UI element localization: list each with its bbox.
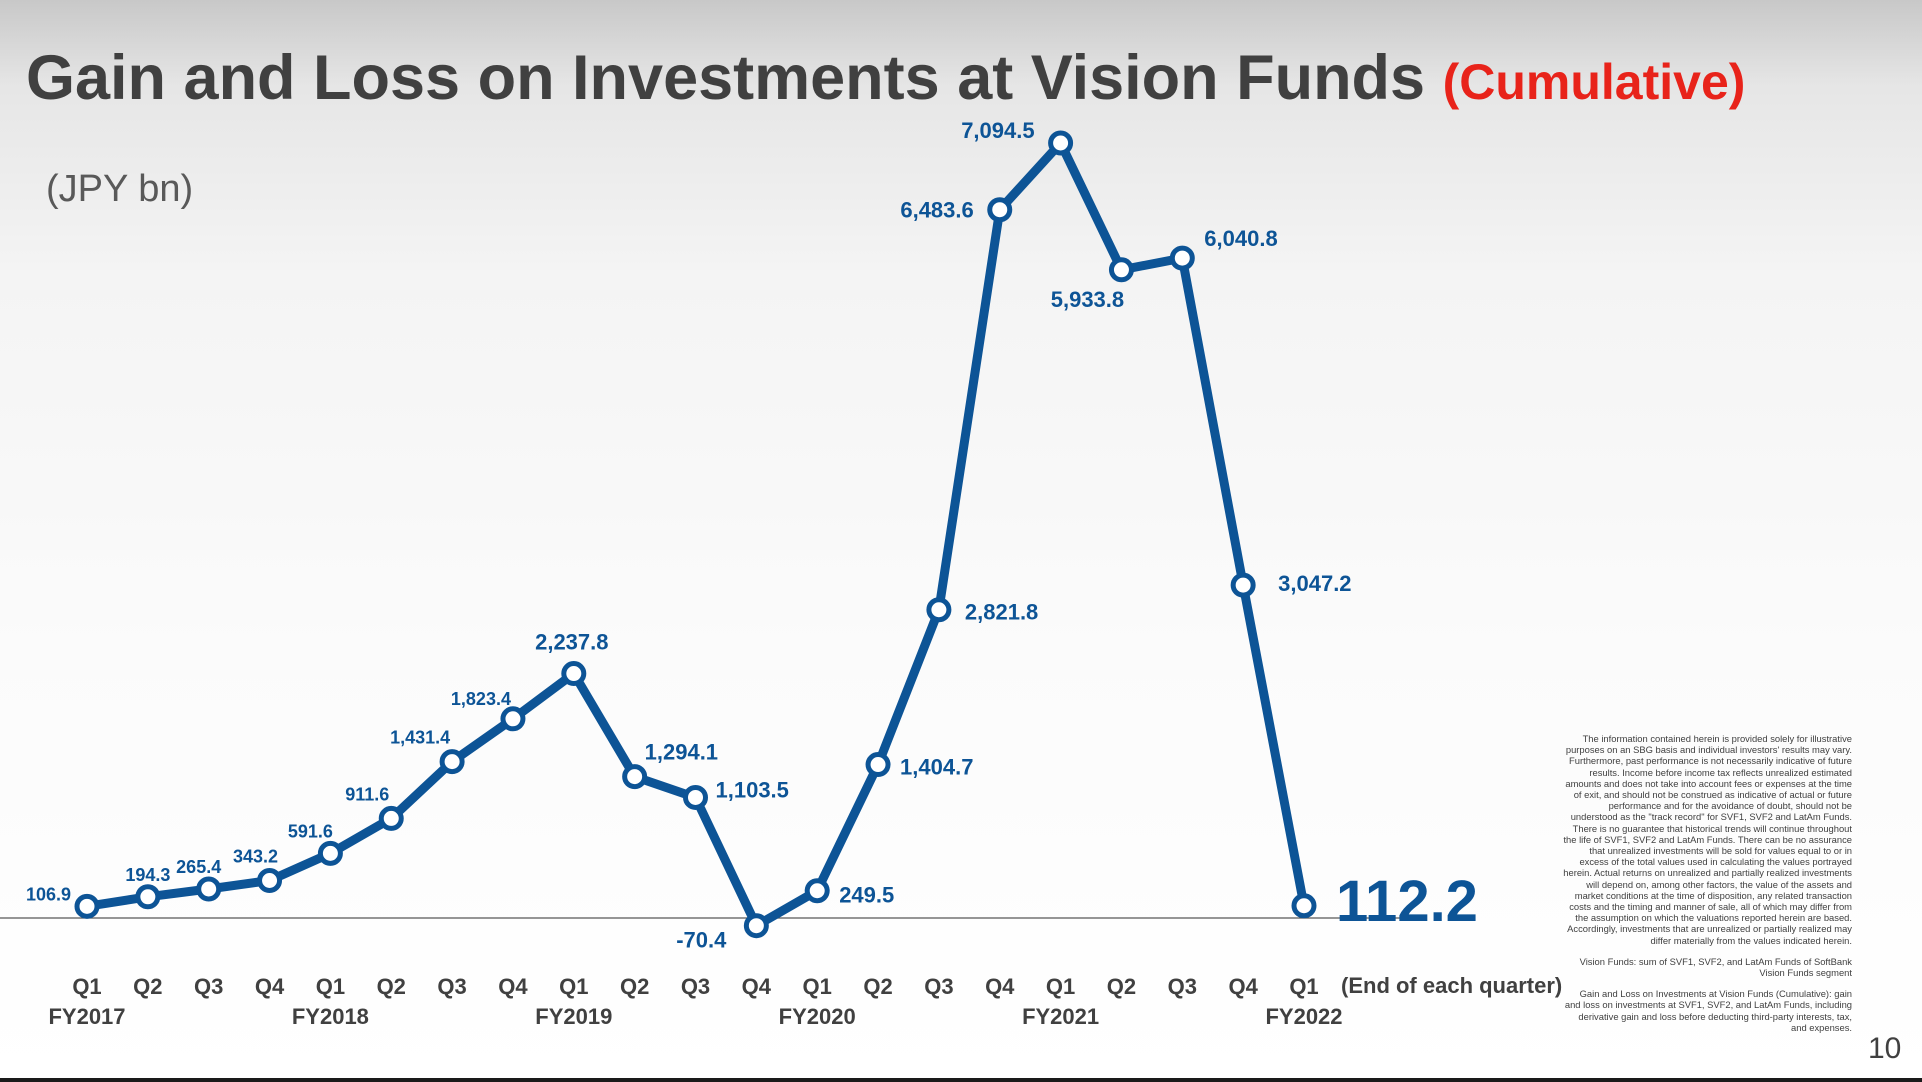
data-label: 911.6 bbox=[345, 784, 389, 804]
x-tick-label: Q1 bbox=[316, 974, 345, 999]
title-suffix: (Cumulative) bbox=[1442, 54, 1746, 110]
fiscal-year-label: FY2020 bbox=[779, 1004, 856, 1029]
data-label: 7,094.5 bbox=[961, 118, 1034, 143]
data-point bbox=[317, 840, 343, 866]
x-tick-label: Q3 bbox=[437, 974, 466, 999]
data-label: 1,431.4 bbox=[390, 728, 450, 748]
data-point bbox=[683, 784, 708, 810]
x-tick-label: Q3 bbox=[924, 974, 953, 999]
disclaimer-paragraph: The information contained herein is prov… bbox=[1563, 733, 1852, 946]
disclaimer-paragraph: Gain and Loss on Investments at Vision F… bbox=[1564, 988, 1852, 1033]
x-axis-note: (End of each quarter) bbox=[1341, 973, 1562, 998]
x-tick-label: Q4 bbox=[498, 974, 528, 999]
data-point bbox=[378, 805, 404, 831]
x-tick-label: Q3 bbox=[681, 974, 710, 999]
x-tick-label: Q2 bbox=[377, 974, 406, 999]
data-label: -70.4 bbox=[676, 928, 727, 953]
data-label: 265.4 bbox=[176, 857, 221, 877]
data-label: 194.3 bbox=[125, 865, 170, 885]
data-label: 2,237.8 bbox=[535, 630, 608, 655]
x-tick-label: Q1 bbox=[1046, 974, 1075, 999]
fiscal-year-label: FY2021 bbox=[1022, 1004, 1099, 1029]
data-point bbox=[987, 197, 1013, 223]
x-tick-label: Q4 bbox=[985, 974, 1015, 999]
data-point bbox=[622, 764, 648, 790]
data-point bbox=[196, 876, 222, 902]
data-label: 1,823.4 bbox=[451, 689, 511, 709]
data-point bbox=[1108, 257, 1134, 283]
x-tick-label: Q1 bbox=[559, 974, 588, 999]
page-number: 10 bbox=[1868, 1032, 1902, 1065]
bottom-divider bbox=[0, 1078, 1922, 1082]
data-label: 2,821.8 bbox=[965, 600, 1038, 625]
data-point bbox=[74, 893, 100, 919]
data-label: 1,103.5 bbox=[716, 777, 789, 802]
data-point bbox=[439, 749, 465, 775]
x-tick-label: Q1 bbox=[72, 974, 101, 999]
data-label: 3,047.2 bbox=[1278, 571, 1351, 596]
data-label: 112.2 bbox=[1336, 869, 1478, 934]
x-tick-label: Q3 bbox=[194, 974, 223, 999]
data-label: 5,933.8 bbox=[1051, 287, 1124, 312]
data-label: 6,483.6 bbox=[900, 198, 973, 223]
title-main: Gain and Loss on Investments at Vision F… bbox=[26, 43, 1426, 113]
data-point bbox=[1291, 893, 1317, 919]
data-point bbox=[1048, 130, 1074, 156]
x-tick-label: Q3 bbox=[1168, 974, 1197, 999]
x-tick-label: Q2 bbox=[133, 974, 162, 999]
data-point bbox=[865, 752, 891, 778]
data-label: 1,294.1 bbox=[645, 740, 718, 765]
slide-title: Gain and Loss on Investments at Vision F… bbox=[26, 42, 1745, 114]
data-label: 1,404.7 bbox=[900, 755, 973, 780]
x-tick-label: Q4 bbox=[742, 974, 772, 999]
unit-label: (JPY bn) bbox=[46, 168, 194, 210]
chart-labels: 106.9 194.3 265.4 343.2 591.6 911.6 1,431.41,8… bbox=[26, 118, 1478, 953]
fiscal-year-label: FY2017 bbox=[48, 1004, 125, 1029]
data-label: 343.2 bbox=[233, 847, 278, 867]
x-axis: Q1 Q2 Q3 Q4 Q1 Q2 Q3 Q4 Q1 Q2 Q3 Q4 Q1 Q2 Q3 Q4 Q1 Q2 Q3 Q4… bbox=[48, 973, 1562, 1029]
x-tick-label: Q2 bbox=[1107, 974, 1136, 999]
data-point bbox=[926, 597, 952, 623]
disclaimer: The information contained herein is prov… bbox=[1562, 733, 1852, 1043]
x-tick-label: Q1 bbox=[1289, 974, 1318, 999]
data-point bbox=[561, 661, 587, 687]
x-tick-label: Q1 bbox=[803, 974, 832, 999]
x-tick-label: Q2 bbox=[863, 974, 892, 999]
data-point bbox=[1169, 245, 1195, 271]
chart-points bbox=[74, 130, 1317, 939]
disclaimer-paragraph: Vision Funds: sum of SVF1, SVF2, and Lat… bbox=[1579, 955, 1852, 979]
data-label: 6,040.8 bbox=[1204, 226, 1277, 251]
x-tick-label: Q4 bbox=[255, 974, 285, 999]
data-point bbox=[804, 878, 830, 904]
data-point bbox=[500, 706, 526, 732]
data-point bbox=[743, 913, 769, 939]
fiscal-year-label: FY2018 bbox=[292, 1004, 369, 1029]
data-label: 106.9 bbox=[26, 884, 71, 904]
data-point bbox=[135, 884, 161, 910]
data-point bbox=[257, 868, 283, 894]
data-label: 249.5 bbox=[839, 883, 894, 908]
data-point bbox=[1230, 572, 1256, 598]
data-label: 591.6 bbox=[288, 821, 333, 841]
x-tick-label: Q2 bbox=[620, 974, 649, 999]
x-tick-label: Q4 bbox=[1228, 974, 1258, 999]
fiscal-year-label: FY2019 bbox=[535, 1004, 612, 1029]
fiscal-year-label: FY2022 bbox=[1265, 1004, 1342, 1029]
